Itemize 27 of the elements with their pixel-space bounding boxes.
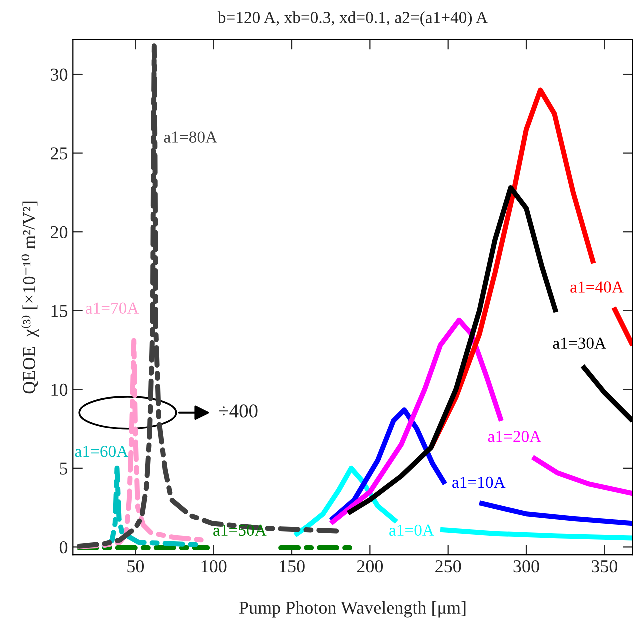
series-label: a1=30A <box>553 338 606 350</box>
y-tick-label: 15 <box>52 305 68 318</box>
x-tick-label: 250 <box>436 560 462 573</box>
y-tick-label: 25 <box>51 148 68 160</box>
y-tick-label: 20 <box>51 226 68 239</box>
x-tick-label: 350 <box>592 560 618 573</box>
chart-title: b=120 A, xb=0.3, xd=0.1, a2=(a1+40) A <box>218 12 488 27</box>
series-label: a1=40A <box>570 282 624 293</box>
series-label: a1=50A <box>214 524 267 536</box>
series-label: a1=20A <box>488 431 542 442</box>
x-tick-label: 200 <box>357 560 384 573</box>
series-label: a1=0A <box>390 524 434 536</box>
x-tick-label: 300 <box>514 560 540 573</box>
y-tick-label: 30 <box>51 68 68 81</box>
x-tick-label: 100 <box>202 560 227 573</box>
series-label: a1=70A <box>86 302 140 314</box>
x-tick-label: 50 <box>128 560 144 573</box>
series-label: a1=80A <box>164 132 218 143</box>
series-label: a1=60A <box>75 446 129 458</box>
annotation: ÷400 <box>219 404 258 418</box>
x-axis-title: Pump Photon Wavelength [μm] <box>239 601 466 618</box>
y-tick-label: 0 <box>60 541 68 554</box>
y-axis-title: QEOE χ⁽³⁾ [×10⁻¹⁰ m²/V²] <box>22 202 40 394</box>
y-tick-label: 5 <box>60 462 68 475</box>
y-tick-label: 10 <box>52 384 68 396</box>
series-label: a1=10A <box>452 476 506 488</box>
x-tick-label: 150 <box>280 560 305 573</box>
